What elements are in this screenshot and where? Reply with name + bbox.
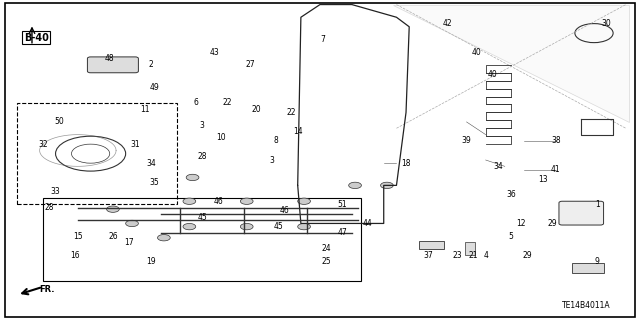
Text: 26: 26 <box>108 232 118 241</box>
Bar <box>465 243 476 255</box>
Circle shape <box>157 235 170 241</box>
Text: 3: 3 <box>200 121 205 130</box>
Circle shape <box>106 206 119 212</box>
Text: 45: 45 <box>197 212 207 222</box>
Text: 43: 43 <box>210 48 220 57</box>
Text: 2: 2 <box>148 60 154 69</box>
Text: 37: 37 <box>424 251 433 260</box>
Text: 44: 44 <box>363 219 372 228</box>
Text: 47: 47 <box>337 228 347 237</box>
Text: 36: 36 <box>506 190 516 199</box>
Text: 10: 10 <box>216 133 226 142</box>
Circle shape <box>125 220 138 227</box>
Text: 38: 38 <box>551 136 561 146</box>
Text: 40: 40 <box>471 48 481 57</box>
Text: 35: 35 <box>150 178 159 187</box>
Text: TE14B4011A: TE14B4011A <box>562 301 611 310</box>
Bar <box>419 241 444 249</box>
Text: 48: 48 <box>105 54 115 63</box>
Text: 21: 21 <box>468 251 477 260</box>
Text: 45: 45 <box>274 222 284 231</box>
Text: 34: 34 <box>493 162 503 171</box>
Text: 29: 29 <box>548 219 557 228</box>
Text: 49: 49 <box>150 83 159 92</box>
Text: 5: 5 <box>509 232 514 241</box>
Text: 39: 39 <box>461 136 472 146</box>
FancyBboxPatch shape <box>559 201 604 225</box>
Text: 3: 3 <box>270 156 275 164</box>
Text: 6: 6 <box>193 99 198 108</box>
Text: 17: 17 <box>124 238 134 247</box>
Text: 46: 46 <box>213 197 223 206</box>
Text: 28: 28 <box>44 203 54 212</box>
Text: 20: 20 <box>252 105 261 114</box>
Bar <box>43 198 362 281</box>
Text: 25: 25 <box>321 257 331 266</box>
Circle shape <box>183 223 196 230</box>
Text: 30: 30 <box>602 19 612 28</box>
Text: 4: 4 <box>483 251 488 260</box>
Text: 50: 50 <box>54 117 63 126</box>
Circle shape <box>241 198 253 204</box>
Polygon shape <box>394 4 629 122</box>
Text: 1: 1 <box>595 200 600 209</box>
Circle shape <box>186 174 199 180</box>
Text: 31: 31 <box>131 140 140 148</box>
Text: 19: 19 <box>147 257 156 266</box>
Text: 42: 42 <box>443 19 452 28</box>
Bar <box>17 103 177 204</box>
Text: 24: 24 <box>321 244 331 253</box>
Text: 41: 41 <box>551 165 561 174</box>
Text: 13: 13 <box>538 174 548 184</box>
Text: 14: 14 <box>293 127 303 136</box>
Text: 51: 51 <box>337 200 347 209</box>
Text: 34: 34 <box>147 159 156 168</box>
Text: 12: 12 <box>516 219 525 228</box>
Text: 15: 15 <box>73 232 83 241</box>
Text: 16: 16 <box>70 251 79 260</box>
Text: 46: 46 <box>280 206 290 215</box>
Circle shape <box>298 198 310 204</box>
Text: 11: 11 <box>140 105 150 114</box>
Text: 22: 22 <box>287 108 296 117</box>
Text: 29: 29 <box>522 251 532 260</box>
Text: 9: 9 <box>595 257 600 266</box>
Text: FR.: FR. <box>40 285 55 294</box>
Circle shape <box>298 223 310 230</box>
Text: 40: 40 <box>487 70 497 79</box>
Circle shape <box>241 223 253 230</box>
Text: 27: 27 <box>245 60 255 69</box>
Text: 22: 22 <box>223 99 232 108</box>
Polygon shape <box>572 263 604 273</box>
Text: 8: 8 <box>273 136 278 146</box>
Text: 28: 28 <box>197 152 207 161</box>
Text: 18: 18 <box>401 159 411 168</box>
FancyBboxPatch shape <box>88 57 138 73</box>
Text: 7: 7 <box>321 35 326 44</box>
Text: B-40: B-40 <box>24 33 49 43</box>
Text: 23: 23 <box>452 251 462 260</box>
Circle shape <box>381 182 394 188</box>
Text: 32: 32 <box>38 140 47 148</box>
Text: 33: 33 <box>51 187 60 196</box>
Circle shape <box>183 198 196 204</box>
Circle shape <box>349 182 362 188</box>
